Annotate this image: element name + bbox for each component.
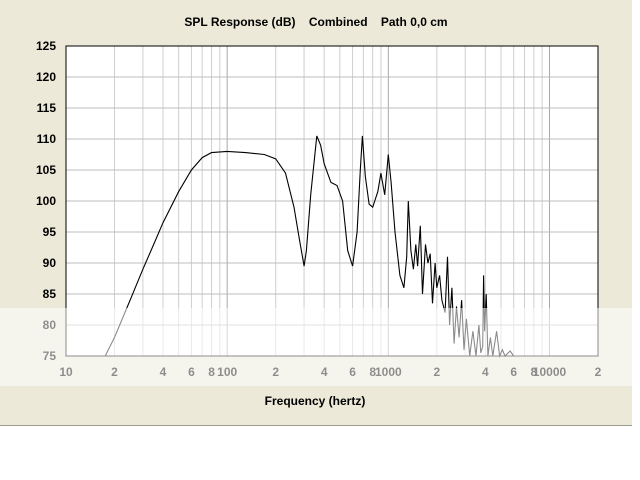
x-tick-label: 4: [160, 365, 167, 379]
x-tick-label: 2: [595, 365, 602, 379]
y-tick-label: 105: [36, 163, 56, 177]
x-tick-label: 2: [111, 365, 118, 379]
y-tick-label: 85: [43, 287, 57, 301]
x-tick-label: 6: [510, 365, 517, 379]
x-tick-label: 10000: [533, 365, 567, 379]
y-tick-label: 90: [43, 256, 57, 270]
x-tick-label: 6: [188, 365, 195, 379]
x-tick-label: 8: [208, 365, 215, 379]
y-tick-label: 125: [36, 39, 56, 53]
chart-title: SPL Response (dB) Combined Path 0,0 cm: [184, 15, 447, 29]
y-tick-label: 110: [37, 132, 57, 146]
x-tick-label: 2: [272, 365, 279, 379]
x-axis-title: Frequency (hertz): [265, 394, 366, 408]
x-tick-label: 1000: [375, 365, 402, 379]
x-tick-label: 10: [59, 365, 73, 379]
y-tick-label: 100: [36, 194, 56, 208]
y-tick-label: 120: [36, 70, 56, 84]
x-tick-label: 2: [433, 365, 440, 379]
grid: [66, 46, 598, 356]
x-tick-label: 4: [321, 365, 328, 379]
x-tick-label: 6: [349, 365, 356, 379]
x-tick-label: 4: [482, 365, 489, 379]
y-tick-label: 75: [43, 349, 57, 363]
y-tick-label: 95: [43, 225, 57, 239]
x-tick-label: 100: [217, 365, 237, 379]
y-tick-label: 80: [43, 318, 57, 332]
y-axis: 75 80 85 90 95 100 105 110 115 120 125: [36, 39, 56, 363]
y-tick-label: 115: [37, 101, 57, 115]
